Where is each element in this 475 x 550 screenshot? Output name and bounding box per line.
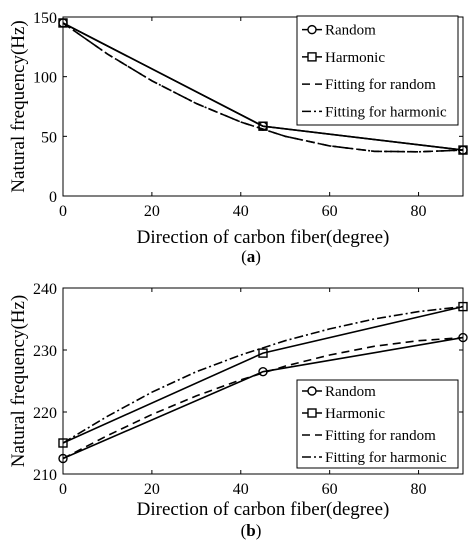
x-tick-label: 80 — [411, 203, 427, 220]
y-tick-label: 230 — [33, 343, 57, 360]
x-tick-label: 20 — [144, 203, 160, 220]
caption-letter: b — [246, 521, 255, 540]
y-axis-label: Natural frequency(Hz) — [8, 295, 29, 467]
x-tick-label: 80 — [411, 481, 427, 498]
x-tick-label: 60 — [322, 481, 338, 498]
legend-circle-marker — [307, 24, 317, 35]
y-tick-label: 220 — [33, 405, 57, 422]
legend-square-marker — [307, 408, 317, 418]
data-point-square — [58, 438, 68, 448]
data-point-circle — [58, 453, 68, 464]
legend-circle-marker — [307, 386, 317, 396]
legend: Random Harmonic Fitting for random Fitting … — [296, 379, 459, 469]
y-tick-label: 50 — [41, 129, 57, 146]
series-line-fitting-for-random — [62, 336, 464, 460]
legend-label: Harmonic — [325, 406, 385, 422]
legend-box — [296, 379, 459, 469]
data-point-square — [258, 121, 268, 131]
y-tick-label: 240 — [33, 281, 57, 298]
legend-label: Fitting for random — [325, 77, 436, 93]
x-tick-label: 60 — [322, 203, 338, 220]
caption-letter: a — [247, 247, 256, 266]
legend-square-marker — [307, 52, 317, 62]
x-tick-label: 40 — [233, 481, 249, 498]
legend-label: Fitting for random — [325, 428, 436, 444]
legend-label: Random — [325, 23, 376, 39]
legend: Random Harmonic Fitting for random Fitting … — [296, 15, 459, 126]
legend-box — [296, 15, 459, 126]
data-point-square — [258, 348, 268, 358]
y-tick-label: 210 — [33, 467, 57, 484]
chart-a: 0 20 40 60 80 0 50 100 150 Direction of carbon fi… — [8, 10, 468, 266]
caption-paren-open: ( — [241, 521, 247, 540]
x-tick-label: 40 — [233, 203, 249, 220]
legend-label: Fitting for harmonic — [325, 104, 447, 120]
caption-paren-close: ) — [255, 247, 261, 266]
series-line-harmonic — [62, 22, 464, 151]
x-tick-label: 20 — [144, 481, 160, 498]
x-axis-label: Direction of carbon fiber(degree) — [137, 227, 390, 248]
figure-caption: (a) — [241, 247, 261, 266]
y-tick-label: 100 — [33, 70, 57, 87]
plot-frame — [62, 287, 464, 475]
legend-label: Random — [325, 384, 376, 400]
data-point-square — [58, 18, 68, 28]
x-tick-label: 0 — [59, 203, 67, 220]
caption-paren-open: ( — [241, 247, 247, 266]
y-axis-label: Natural frequency(Hz) — [8, 20, 29, 192]
x-axis-label: Direction of carbon fiber(degree) — [137, 499, 390, 520]
legend-label: Harmonic — [325, 50, 385, 66]
legend-label: Fitting for harmonic — [325, 450, 447, 466]
y-tick-label: 0 — [49, 189, 57, 206]
data-point-square — [458, 301, 468, 312]
figure-caption: (b) — [241, 521, 262, 540]
series-line-fitting-for-harmonic — [62, 305, 464, 444]
series-line-harmonic — [62, 305, 464, 444]
x-tick-label: 0 — [59, 481, 67, 498]
y-tick-label: 150 — [33, 10, 57, 27]
caption-paren-close: ) — [256, 521, 262, 540]
series-line-random — [62, 336, 464, 460]
plot-frame — [62, 16, 464, 197]
chart-b: 0 20 40 60 80 210 220 230 240 Direction of carbon… — [8, 281, 468, 540]
series-line-fitting-for-harmonic — [62, 22, 464, 153]
